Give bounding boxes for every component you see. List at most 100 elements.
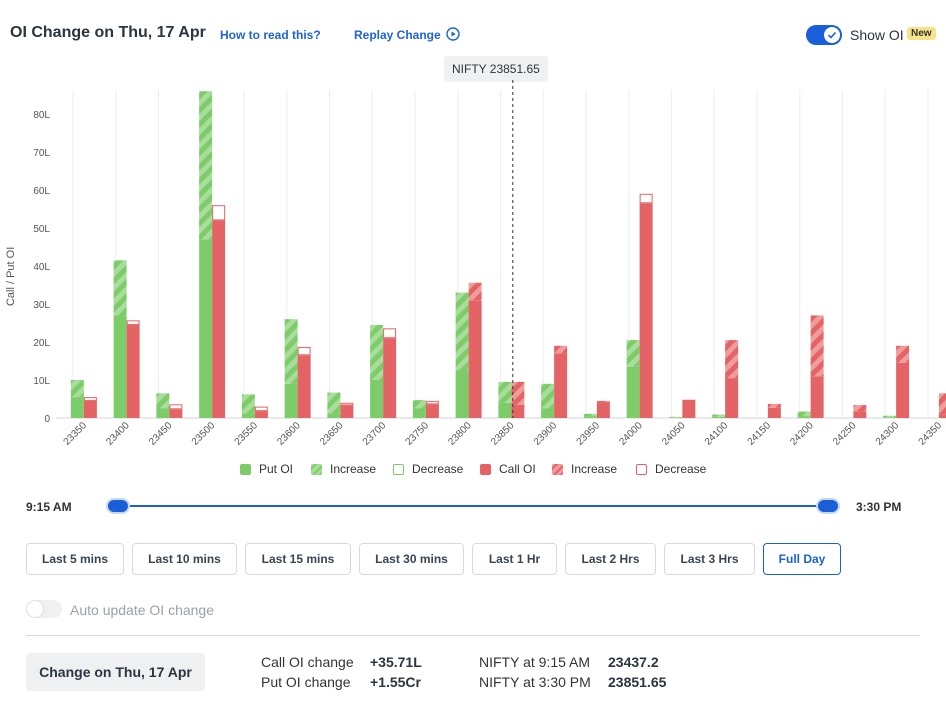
put-oi-bar: [199, 239, 213, 418]
put-increase-bar: [284, 319, 298, 384]
slider-start-time: 9:15 AM: [26, 500, 72, 514]
call-oi-bar: [383, 338, 397, 418]
auto-update-label: Auto update OI change: [70, 602, 214, 618]
range-button-last-2-hrs[interactable]: Last 2 Hrs: [565, 543, 656, 575]
legend-call-decrease[interactable]: Decrease: [636, 462, 706, 476]
x-tick-label: 23550: [233, 420, 261, 448]
nifty-end-label: NIFTY at 3:30 PM: [479, 674, 591, 690]
legend-label: Increase: [571, 462, 618, 476]
how-to-read-link[interactable]: How to read this?: [220, 28, 321, 42]
range-button-last-15-mins[interactable]: Last 15 mins: [245, 543, 351, 575]
play-circle-icon[interactable]: [446, 27, 460, 41]
put-oi-bar: [156, 408, 170, 418]
y-tick-label: 10L: [33, 376, 50, 387]
legend-label: Put OI: [259, 462, 294, 476]
put-increase-bar: [712, 414, 726, 417]
x-tick-label: 24100: [703, 420, 731, 448]
show-oi-label: Show OI: [850, 27, 904, 43]
call-oi-bar: [896, 362, 910, 418]
put-increase-bar: [883, 415, 897, 418]
put-oi-bar: [797, 416, 811, 418]
put-oi-bar: [113, 315, 127, 418]
call-decrease-bar: [212, 205, 226, 221]
call-decrease-bar: [639, 193, 653, 204]
call-oi-bar: [554, 353, 568, 418]
legend-put-oi[interactable]: Put OI: [240, 462, 293, 476]
call-increase-swatch: [552, 463, 563, 475]
legend-put-decrease[interactable]: Decrease: [393, 462, 463, 476]
range-button-last-1-hr[interactable]: Last 1 Hr: [472, 543, 557, 575]
new-badge: New: [907, 27, 936, 40]
range-button-last-30-mins[interactable]: Last 30 mins: [359, 543, 464, 575]
call-oi-bar: [425, 404, 439, 418]
auto-update-toggle[interactable]: [26, 600, 62, 618]
x-tick-label: 23750: [404, 420, 432, 448]
put-increase-bar: [70, 380, 84, 398]
legend-label: Decrease: [655, 462, 707, 476]
y-tick-label: 0: [44, 414, 50, 425]
call-oi-bar: [169, 409, 183, 418]
put-increase-bar: [370, 324, 384, 380]
x-tick-label: 23700: [361, 420, 389, 448]
put-oi-change-label: Put OI change: [261, 674, 351, 690]
put-increase-bar: [498, 381, 512, 403]
call-increase-bar: [853, 405, 867, 412]
put-oi-bar: [498, 402, 512, 418]
put-increase-bar: [669, 416, 683, 418]
show-oi-toggle[interactable]: [806, 25, 842, 45]
range-button-full-day[interactable]: Full Day: [763, 543, 841, 575]
y-tick-label: 70L: [33, 148, 50, 159]
call-decrease-bar: [126, 320, 140, 325]
call-oi-change-label: Call OI change: [261, 654, 354, 670]
replay-change-link[interactable]: Replay Change: [354, 28, 441, 42]
legend-call-oi[interactable]: Call OI: [480, 462, 536, 476]
put-oi-bar: [455, 370, 469, 418]
toggle-knob: [27, 601, 43, 617]
x-tick-label: 24350: [917, 420, 945, 448]
call-oi-bar: [767, 407, 781, 418]
call-increase-bar: [468, 282, 482, 301]
page-title: OI Change on Thu, 17 Apr: [10, 24, 206, 41]
call-increase-bar: [810, 315, 824, 377]
legend-label: Call OI: [499, 462, 536, 476]
legend-call-increase[interactable]: Increase: [552, 462, 617, 476]
nifty-end-value: 23851.65: [608, 674, 667, 690]
x-tick-label: 24200: [788, 420, 816, 448]
put-increase-bar: [199, 91, 213, 240]
call-decrease-bar: [383, 328, 397, 339]
call-oi-bar: [938, 414, 946, 418]
x-tick-label: 24000: [617, 420, 645, 448]
x-tick-label: 23850: [489, 420, 517, 448]
call-decrease-bar: [425, 400, 439, 405]
legend-put-increase[interactable]: Increase: [311, 462, 376, 476]
y-tick-label: 50L: [33, 224, 50, 235]
put-oi-bar: [284, 383, 298, 418]
put-oi-change-value: +1.55Cr: [370, 674, 421, 690]
range-button-last-3-hrs[interactable]: Last 3 Hrs: [664, 543, 755, 575]
call-oi-bar: [83, 400, 97, 418]
range-button-last-10-mins[interactable]: Last 10 mins: [132, 543, 237, 575]
put-increase-swatch: [311, 463, 322, 475]
put-oi-bar: [370, 380, 384, 418]
call-oi-bar: [511, 404, 525, 418]
call-oi-bar: [212, 220, 226, 418]
x-tick-label: 23400: [104, 420, 132, 448]
call-decrease-bar: [254, 406, 268, 412]
time-slider-track[interactable]: [118, 505, 828, 507]
put-oi-bar: [70, 397, 84, 418]
call-increase-bar: [596, 400, 610, 403]
put-increase-bar: [327, 392, 341, 414]
slider-start-handle[interactable]: [106, 498, 130, 514]
call-oi-bar: [596, 402, 610, 418]
call-oi-bar: [682, 399, 696, 418]
call-oi-bar: [297, 355, 311, 418]
put-increase-bar: [541, 383, 555, 409]
slider-end-handle[interactable]: [816, 498, 840, 514]
x-tick-label: 24300: [874, 420, 902, 448]
change-date-button[interactable]: Change on Thu, 17 Apr: [26, 653, 205, 691]
range-button-last-5-mins[interactable]: Last 5 mins: [26, 543, 124, 575]
put-increase-bar: [583, 413, 597, 417]
y-tick-label: 80L: [33, 110, 50, 121]
toggle-knob: [824, 27, 840, 43]
spot-price-label: NIFTY 23851.65: [444, 56, 548, 82]
